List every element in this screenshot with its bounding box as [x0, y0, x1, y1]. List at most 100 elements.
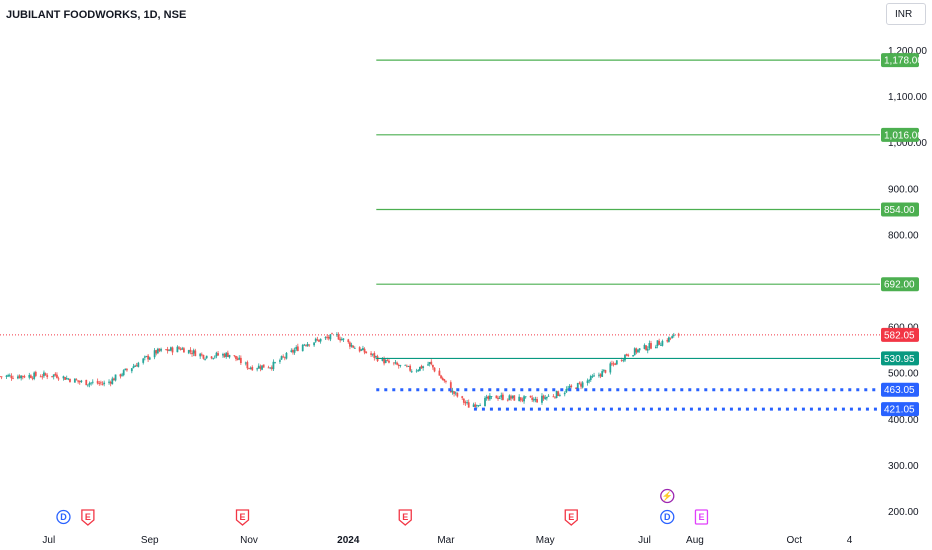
split-event-icon[interactable]: ⚡ [660, 488, 675, 504]
candle-body [511, 395, 514, 399]
candle-body [555, 390, 558, 398]
candle-body [8, 375, 11, 376]
candle-body [326, 336, 329, 338]
candle-body [205, 355, 208, 359]
dividend-event-icon[interactable]: D [660, 509, 675, 525]
candle-body [337, 334, 340, 340]
candle-body [114, 374, 117, 381]
candle-body [625, 354, 628, 356]
candle-body [292, 350, 294, 353]
candle-body [331, 333, 333, 335]
candle-body [210, 356, 213, 359]
candle-body [453, 391, 455, 394]
earnings-event-icon[interactable]: E [235, 509, 250, 526]
candle-body [490, 396, 493, 397]
candle-body [168, 350, 171, 352]
candle-body [531, 397, 534, 400]
candle-body [659, 345, 662, 346]
candle-body [541, 395, 543, 403]
candle-body [396, 362, 399, 365]
candle-body [588, 380, 591, 382]
y-tick-label: 1,100.00 [888, 92, 927, 103]
candle-body [67, 378, 70, 380]
candle-body [500, 395, 503, 398]
candle-body [132, 366, 135, 369]
y-tick-label: 200.00 [888, 507, 919, 518]
candle-body [418, 366, 421, 371]
x-tick-label: 2024 [337, 535, 360, 546]
candle-body [28, 374, 31, 378]
candle-body [101, 383, 104, 385]
last-price-label-bg [881, 327, 919, 342]
candle-body [485, 396, 488, 399]
y-tick-label: 800.00 [888, 230, 919, 241]
candle-body [567, 388, 569, 390]
candle-body [620, 360, 623, 361]
candle-body [658, 340, 661, 345]
svg-text:D: D [664, 512, 671, 522]
candle-body [327, 336, 330, 339]
candle-body [305, 345, 307, 346]
candle-body [487, 396, 490, 400]
x-tick-label: 4 [847, 535, 853, 546]
earnings-event-icon[interactable]: E [398, 509, 412, 526]
candle-body [554, 396, 556, 398]
candles [0, 332, 680, 409]
candle-body [449, 382, 452, 393]
candle-body [18, 375, 21, 379]
earnings-event-icon[interactable]: E [564, 509, 578, 526]
candle-body [282, 356, 285, 358]
x-tick-label: Mar [437, 535, 455, 546]
candle-body [202, 354, 205, 359]
candle-body [91, 381, 94, 383]
candle-body [147, 355, 150, 360]
candle-body [340, 339, 343, 341]
candle-body [259, 366, 262, 369]
candle-body [0, 376, 3, 378]
candle-body [394, 362, 397, 364]
candle-body [438, 370, 441, 376]
last-price-label: 582.05 [884, 330, 915, 341]
level-label: 463.05 [884, 385, 915, 396]
candle-body [335, 333, 338, 335]
candle-body [244, 362, 247, 364]
candle-body [502, 394, 504, 400]
candle-body [589, 376, 592, 380]
candle-body [178, 347, 180, 349]
currency-selector[interactable]: INR [886, 3, 926, 25]
candle-body [226, 352, 229, 357]
candle-body [90, 382, 93, 384]
candle-body [113, 378, 115, 381]
candle-body [303, 344, 306, 346]
candle-body [645, 345, 648, 351]
candle-body [187, 350, 190, 354]
candle-body [456, 392, 459, 397]
candle-body [397, 364, 400, 367]
candle-body [360, 349, 363, 351]
candle-body [111, 378, 114, 385]
svg-text:E: E [402, 512, 408, 522]
candle-body [274, 362, 276, 364]
x-tick-label: Aug [686, 535, 704, 546]
candle-body [443, 379, 446, 381]
svg-text:E: E [85, 512, 91, 522]
level-label-bg [881, 277, 919, 292]
candle-body [399, 364, 402, 366]
candle-body [532, 399, 535, 401]
candle-body [103, 382, 106, 385]
candle-body [609, 363, 612, 373]
earnings-event-icon[interactable]: E [694, 509, 709, 525]
candle-body [624, 354, 626, 361]
candle-body [122, 370, 125, 376]
candle-body [677, 333, 680, 336]
candle-body [135, 365, 138, 367]
candle-body [536, 399, 538, 403]
dividend-event-icon[interactable]: D [56, 509, 71, 525]
candle-body [347, 339, 350, 343]
candle-body [165, 349, 167, 351]
candle-body [64, 377, 67, 380]
candle-body [121, 374, 123, 376]
earnings-event-icon[interactable]: E [81, 509, 95, 526]
candle-body [308, 344, 311, 346]
